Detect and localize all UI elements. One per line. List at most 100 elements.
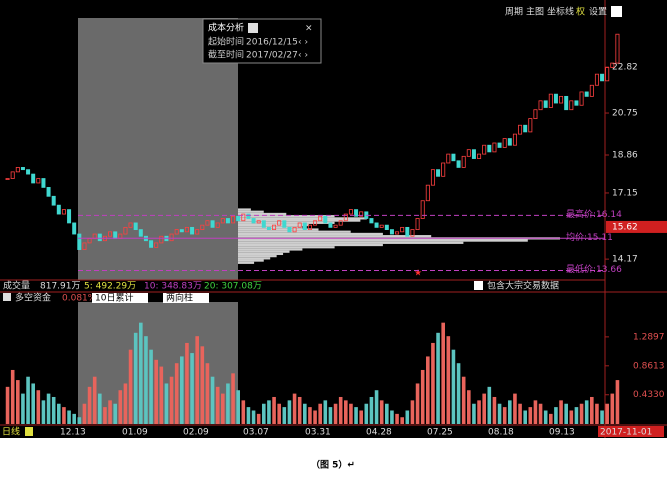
fund-bar — [185, 342, 189, 424]
fund-bar — [349, 403, 353, 424]
fund-bar — [549, 413, 553, 424]
fund-bar — [108, 400, 112, 424]
select-text: 两向柱 — [166, 292, 193, 304]
candle — [533, 109, 538, 119]
candle — [523, 124, 528, 133]
fund-bar — [282, 407, 287, 424]
level-label: 均价:15.11 — [566, 231, 613, 243]
candle — [113, 231, 118, 239]
select-text: 10日累计 — [95, 292, 133, 304]
fund-bar — [246, 407, 251, 424]
candle — [415, 218, 420, 230]
fund-bar — [605, 403, 609, 424]
fund-bar — [579, 403, 584, 424]
fund-bar — [256, 413, 261, 424]
fund-bar — [533, 400, 538, 424]
select[interactable] — [163, 293, 209, 303]
fund-bar — [82, 403, 87, 424]
candle — [46, 187, 51, 197]
candle — [36, 178, 41, 184]
toolbar-item[interactable]: 设置 — [589, 7, 607, 18]
candle — [154, 242, 159, 248]
candle — [471, 149, 476, 159]
fund-bar — [456, 363, 461, 424]
candle — [10, 171, 15, 179]
checkbox[interactable] — [474, 281, 483, 290]
y-tick-label: 0.8613 — [633, 361, 665, 371]
date-arrows[interactable]: ‹ › — [298, 38, 308, 48]
toolbar-button[interactable] — [611, 6, 622, 17]
fund-bar — [328, 407, 333, 424]
fund-bar — [26, 376, 30, 424]
select[interactable] — [92, 293, 148, 303]
cost-bar — [238, 215, 335, 218]
fund-bar — [262, 403, 266, 424]
fund-bar — [369, 396, 374, 424]
candle — [487, 144, 492, 153]
fund-bar — [210, 376, 215, 424]
fund-bar — [308, 407, 312, 424]
candle — [430, 169, 435, 186]
close-button[interactable]: × — [305, 24, 313, 34]
candle — [179, 229, 184, 233]
fund-bar — [523, 410, 527, 424]
fund-bar — [615, 380, 620, 424]
candle — [343, 213, 348, 222]
fund-bar — [374, 390, 379, 424]
fund-bar — [226, 383, 230, 424]
toolbar-item[interactable]: 权 — [576, 6, 585, 18]
fund-bar — [215, 386, 220, 424]
fund-bar — [487, 386, 492, 424]
fund-bar — [144, 336, 148, 424]
candle — [51, 195, 56, 206]
fund-bar — [472, 403, 476, 424]
toolbar-item[interactable]: 坐标线 — [547, 6, 574, 18]
x-tick-label: 12.13 — [60, 428, 86, 438]
candle — [528, 118, 533, 133]
fund-bar — [57, 403, 61, 424]
candle — [395, 231, 400, 235]
volume-name: 成交量 — [3, 280, 30, 292]
fund-bar — [323, 400, 328, 424]
fund-bar — [451, 349, 456, 424]
candle — [313, 220, 318, 226]
candle — [538, 100, 543, 111]
candle — [574, 100, 579, 106]
fund-bar — [118, 390, 123, 424]
help-icon[interactable] — [248, 23, 258, 33]
fund-bar — [436, 332, 440, 424]
candle — [615, 33, 620, 64]
candle — [461, 155, 466, 168]
candle — [149, 240, 154, 248]
toolbar-item[interactable]: 周期 — [505, 7, 523, 18]
period-icon[interactable] — [25, 427, 33, 436]
cost-bar — [238, 252, 284, 256]
candle — [138, 229, 143, 237]
candle — [272, 224, 277, 230]
candle — [564, 95, 569, 111]
fund-bar — [574, 407, 579, 424]
candle — [497, 142, 502, 148]
fund-bar — [518, 403, 522, 424]
candle — [297, 222, 302, 228]
fund-bar — [333, 403, 338, 424]
date-arrows[interactable]: ‹ › — [298, 51, 308, 61]
candle — [133, 222, 138, 230]
fund-bar — [277, 403, 281, 424]
candle — [502, 138, 507, 148]
fund-bar — [610, 393, 615, 424]
candle — [287, 226, 292, 233]
fund-bar — [16, 380, 20, 424]
candle — [436, 169, 441, 177]
candle — [477, 153, 482, 159]
candle — [41, 178, 46, 188]
candle — [323, 215, 328, 224]
fund-bar — [461, 376, 466, 424]
fund-bar — [354, 407, 358, 424]
candle — [61, 209, 66, 215]
help-icon[interactable] — [3, 293, 11, 301]
fund-bar — [51, 396, 56, 424]
toolbar-item[interactable]: 主图 — [526, 6, 544, 18]
cost-bar — [238, 239, 528, 242]
candle — [169, 233, 174, 242]
